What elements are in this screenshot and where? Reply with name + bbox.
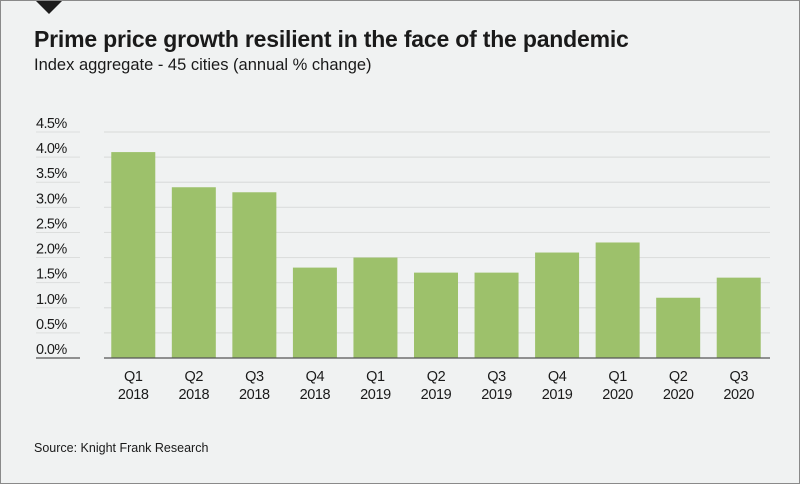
x-tick-label-year: 2019 (481, 387, 512, 403)
x-tick-label-year: 2018 (239, 387, 270, 403)
bar (716, 277, 761, 358)
source-note: Source: Knight Frank Research (34, 441, 209, 455)
bar (656, 297, 701, 358)
x-axis-ticks: Q1 2018 Q2 2018 Q3 2018 Q4 2018 Q1 2019 Q2 2019 Q3 20… (118, 369, 755, 403)
y-tick-label: 1.5% (36, 267, 67, 283)
x-tick-label-year: 2019 (421, 387, 452, 403)
x-tick-label-quarter: Q3 (245, 369, 264, 385)
bar (292, 267, 337, 358)
x-tick-label-year: 2019 (542, 387, 573, 403)
x-tick-label-quarter: Q1 (366, 369, 385, 385)
x-tick-label-quarter: Q3 (729, 369, 748, 385)
x-tick-label-quarter: Q1 (124, 369, 143, 385)
y-tick-label: 2.0% (36, 242, 67, 258)
x-tick-label-quarter: Q3 (487, 369, 506, 385)
bar (232, 192, 277, 358)
chart-title: Prime price growth resilient in the face… (34, 26, 629, 52)
notch-marker-icon (36, 1, 62, 14)
bar (474, 272, 519, 358)
x-tick-label-year: 2019 (360, 387, 391, 403)
x-tick-label-year: 2018 (118, 387, 149, 403)
bars (111, 152, 761, 358)
x-tick-label-quarter: Q2 (669, 369, 688, 385)
bar (171, 187, 216, 358)
x-tick-label-year: 2020 (723, 387, 754, 403)
y-tick-label: 3.0% (36, 191, 67, 207)
x-tick-label-year: 2020 (663, 387, 694, 403)
bar (535, 252, 580, 358)
x-tick-label-quarter: Q2 (427, 369, 446, 385)
x-tick-label-quarter: Q2 (185, 369, 204, 385)
y-axis-ticks: 0.0% 0.5% 1.0% 1.5% 2.0% 2.5% 3.0% 3.5% 4.0% 4.5% (36, 116, 80, 359)
x-tick-label-year: 2020 (602, 387, 633, 403)
x-tick-label-year: 2018 (300, 387, 331, 403)
bar (414, 272, 458, 358)
y-tick-label: 3.5% (36, 166, 67, 182)
x-tick-label-quarter: Q1 (608, 369, 627, 385)
chart-subtitle: Index aggregate - 45 cities (annual % ch… (34, 56, 372, 74)
y-tick-label: 4.0% (36, 141, 67, 157)
bar (595, 242, 640, 358)
y-tick-label: 0.0% (36, 342, 67, 358)
y-tick-label: 1.0% (36, 292, 67, 308)
x-tick-label-quarter: Q4 (306, 369, 325, 385)
x-tick-label-quarter: Q4 (548, 369, 567, 385)
x-tick-label-year: 2018 (178, 387, 209, 403)
bar (353, 257, 398, 358)
bar (111, 152, 156, 358)
y-tick-label: 4.5% (36, 116, 67, 132)
y-tick-label: 0.5% (36, 317, 67, 333)
y-tick-label: 2.5% (36, 216, 67, 232)
